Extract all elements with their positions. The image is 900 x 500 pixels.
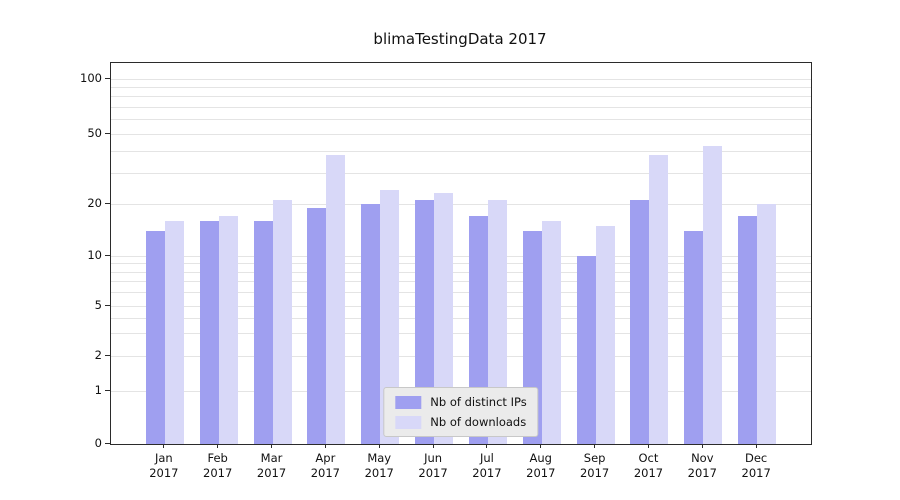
x-tick-mark: [163, 444, 165, 448]
legend-swatch-downloads-icon: [395, 415, 422, 429]
y-tick-label: 0: [94, 436, 102, 450]
x-tick-label: Mar 2017: [256, 451, 287, 480]
y-tick-label: 2: [94, 348, 102, 362]
legend: Nb of distinct IPs Nb of downloads: [383, 387, 539, 437]
bar-distinct-ips: [576, 256, 596, 444]
x-tick-mark: [324, 444, 326, 448]
chart-title: blimaTestingData 2017: [373, 30, 547, 48]
gridline: [111, 271, 811, 273]
x-tick-label: Nov 2017: [687, 451, 717, 480]
gridline: [111, 305, 811, 307]
x-tick-mark: [378, 444, 380, 448]
bar-downloads: [164, 220, 184, 444]
bar-distinct-ips: [738, 216, 758, 444]
bar-downloads: [649, 154, 669, 444]
gridline: [111, 133, 811, 135]
gridline: [111, 317, 811, 319]
y-tick-mark: [105, 304, 110, 306]
x-tick-mark: [540, 444, 542, 448]
gridline: [111, 78, 811, 80]
bar-downloads: [326, 154, 346, 444]
legend-entry-distinct-ips: Nb of distinct IPs: [395, 395, 527, 409]
y-tick-mark: [105, 442, 110, 444]
gridline: [111, 86, 811, 88]
bar-downloads: [595, 225, 615, 444]
gridline: [111, 263, 811, 265]
legend-entry-downloads: Nb of downloads: [395, 415, 526, 429]
bar-downloads: [757, 204, 777, 444]
x-tick-mark: [432, 444, 434, 448]
bar-downloads: [218, 216, 238, 444]
y-tick-mark: [105, 389, 110, 391]
y-tick-mark: [105, 202, 110, 204]
bar-distinct-ips: [199, 220, 219, 444]
y-tick-label: 100: [80, 71, 102, 85]
legend-swatch-distinct-ips-icon: [395, 395, 422, 409]
y-tick-label: 20: [87, 196, 102, 210]
bar-distinct-ips: [630, 200, 650, 444]
x-tick-label: Aug 2017: [526, 451, 556, 480]
x-tick-mark: [701, 444, 703, 448]
gridline: [111, 119, 811, 121]
x-tick-label: Jul 2017: [472, 451, 502, 480]
x-tick-label: Oct 2017: [633, 451, 664, 480]
bar-distinct-ips: [415, 200, 435, 444]
x-tick-label: Apr 2017: [310, 451, 341, 480]
y-tick-mark: [105, 132, 110, 134]
gridline: [111, 96, 811, 98]
x-tick-label: Sep 2017: [579, 451, 610, 480]
x-tick-mark: [594, 444, 596, 448]
y-tick-mark: [105, 354, 110, 356]
y-tick-label: 50: [87, 126, 102, 140]
x-tick-label: Dec 2017: [741, 451, 771, 480]
x-tick-mark: [755, 444, 757, 448]
x-tick-label: Jun 2017: [418, 451, 448, 480]
legend-label-distinct-ips: Nb of distinct IPs: [430, 395, 527, 409]
bar-distinct-ips: [684, 230, 704, 444]
bar-downloads: [703, 145, 723, 444]
gridline: [111, 172, 811, 174]
bar-distinct-ips: [361, 204, 381, 444]
bar-distinct-ips: [253, 220, 273, 444]
x-tick-label: May 2017: [364, 451, 394, 480]
y-tick-mark: [105, 77, 110, 79]
gridline: [111, 281, 811, 283]
gridline: [111, 150, 811, 152]
y-tick-mark: [105, 254, 110, 256]
gridline: [111, 203, 811, 205]
gridline: [111, 292, 811, 294]
x-tick-mark: [271, 444, 273, 448]
gridline: [111, 355, 811, 357]
bar-downloads: [272, 200, 292, 444]
bar-downloads: [487, 200, 507, 444]
y-tick-label: 1: [94, 383, 102, 397]
bar-downloads: [380, 190, 400, 444]
x-tick-mark: [486, 444, 488, 448]
plot-area: Nb of distinct IPs Nb of downloads: [110, 62, 812, 445]
x-tick-mark: [217, 444, 219, 448]
bar-downloads: [434, 193, 454, 444]
gridline: [111, 106, 811, 108]
bar-distinct-ips: [145, 230, 165, 444]
bar-downloads: [541, 220, 561, 444]
y-tick-label: 10: [87, 248, 102, 262]
gridline: [111, 255, 811, 257]
y-tick-label: 5: [94, 298, 102, 312]
gridline: [111, 333, 811, 335]
bar-distinct-ips: [307, 207, 327, 444]
x-tick-mark: [647, 444, 649, 448]
legend-label-downloads: Nb of downloads: [430, 415, 527, 429]
x-tick-label: Jan 2017: [149, 451, 179, 480]
x-tick-label: Feb 2017: [203, 451, 233, 480]
